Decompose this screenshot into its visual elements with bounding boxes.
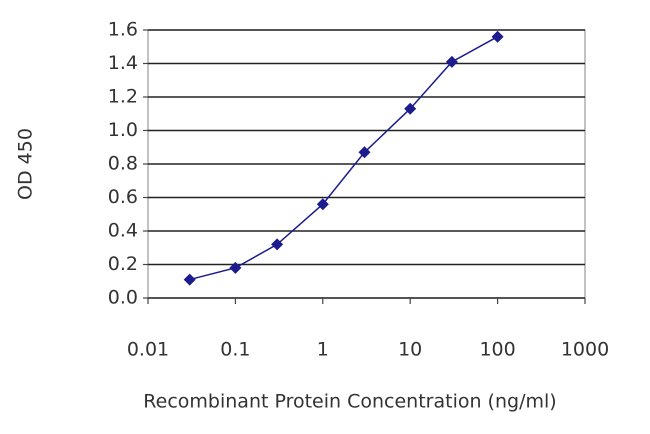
y-axis-label: OD 450 [15, 128, 37, 200]
y-tick-label: 0.6 [108, 186, 138, 208]
data-point [404, 102, 417, 115]
y-tick-label: 0.8 [108, 153, 138, 175]
y-tick-label: 1.6 [108, 19, 138, 41]
x-tick-label: 1 [317, 339, 329, 361]
data-point [183, 273, 196, 286]
data-point [229, 261, 242, 274]
data-point [445, 55, 458, 68]
y-tick-label: 1.2 [108, 86, 138, 108]
y-tick-label: 1.4 [108, 52, 138, 74]
x-tick-label: 0.1 [220, 339, 250, 361]
y-tick-label: 0.2 [108, 253, 138, 275]
x-tick-label: 0.01 [127, 339, 169, 361]
y-tick-label: 0.0 [108, 287, 138, 309]
y-tick-label: 1.0 [108, 119, 138, 141]
x-tick-label: 100 [479, 339, 515, 361]
data-line [189, 36, 498, 281]
data-point [358, 146, 371, 159]
y-tick-label: 0.4 [108, 220, 138, 242]
data-point [271, 238, 284, 251]
x-tick-label: 1000 [561, 339, 609, 361]
x-tick-label: 10 [398, 339, 422, 361]
data-point [491, 30, 504, 43]
x-axis-label: Recombinant Protein Concentration (ng/ml… [143, 391, 556, 413]
data-point [316, 198, 329, 211]
